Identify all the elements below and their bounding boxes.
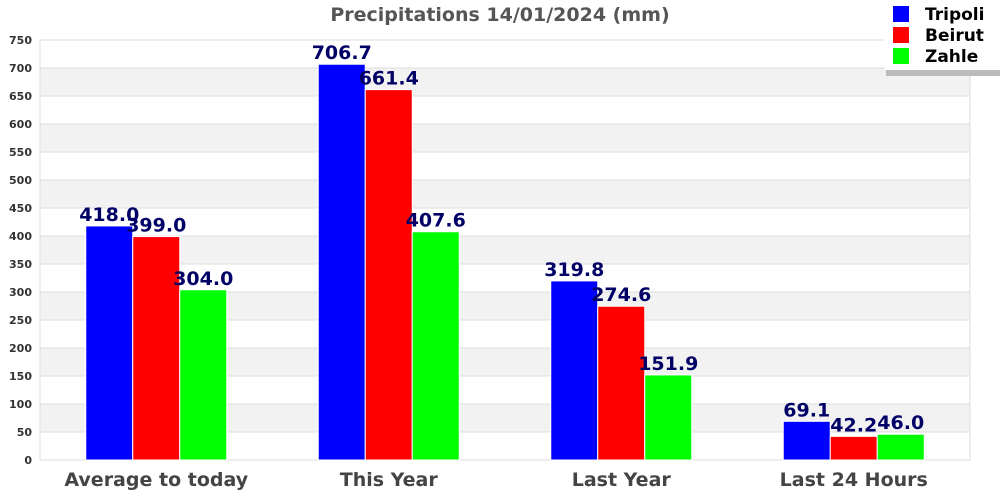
plot-band bbox=[40, 96, 970, 124]
y-tick-label: 750 bbox=[9, 34, 32, 47]
bar-tripoli bbox=[85, 225, 134, 461]
bar-tripoli bbox=[317, 63, 366, 461]
bar-beirut bbox=[829, 435, 878, 461]
y-tick-label: 700 bbox=[9, 62, 32, 75]
data-label: 42.2 bbox=[830, 414, 877, 436]
chart-title: Precipitations 14/01/2024 (mm) bbox=[330, 4, 669, 26]
y-tick-label: 350 bbox=[9, 258, 32, 271]
x-axis: Average to today This Year Last Year Last 2… bbox=[64, 469, 927, 491]
y-tick-label: 0 bbox=[24, 454, 32, 467]
plot-band bbox=[40, 40, 970, 68]
bar-zahle bbox=[179, 289, 228, 461]
y-tick-label: 550 bbox=[9, 146, 32, 159]
y-tick-label: 300 bbox=[9, 286, 32, 299]
data-label: 46.0 bbox=[877, 412, 924, 434]
plot-band bbox=[40, 68, 970, 96]
y-tick-label: 650 bbox=[9, 90, 32, 103]
y-tick-label: 50 bbox=[17, 426, 33, 439]
legend-label-beirut: Beirut bbox=[925, 26, 984, 46]
data-label: 706.7 bbox=[312, 42, 372, 64]
plot-band bbox=[40, 264, 970, 292]
data-label: 407.6 bbox=[406, 210, 466, 232]
x-tick-label: Last 24 Hours bbox=[780, 469, 928, 491]
bar-zahle bbox=[876, 433, 925, 461]
data-label: 274.6 bbox=[591, 284, 651, 306]
data-label: 304.0 bbox=[173, 268, 233, 290]
x-tick-label: Average to today bbox=[64, 469, 248, 491]
y-tick-label: 100 bbox=[9, 398, 32, 411]
legend-swatch-tripoli bbox=[893, 6, 909, 22]
y-tick-label: 250 bbox=[9, 314, 32, 327]
y-tick-label: 200 bbox=[9, 342, 32, 355]
y-tick-label: 400 bbox=[9, 230, 32, 243]
plot-band bbox=[40, 152, 970, 180]
data-label: 661.4 bbox=[359, 68, 419, 90]
y-tick-label: 500 bbox=[9, 174, 32, 187]
y-tick-label: 600 bbox=[9, 118, 32, 131]
bar-tripoli bbox=[782, 420, 831, 461]
legend-label-zahle: Zahle bbox=[925, 47, 978, 67]
data-label: 151.9 bbox=[638, 353, 698, 375]
bar-beirut bbox=[364, 89, 413, 461]
bars bbox=[85, 63, 925, 461]
plot-band bbox=[40, 236, 970, 264]
y-tick-label: 450 bbox=[9, 202, 32, 215]
bar-zahle bbox=[411, 231, 460, 461]
plot-band bbox=[40, 180, 970, 208]
legend-swatch-zahle bbox=[893, 48, 909, 64]
y-tick-label: 150 bbox=[9, 370, 32, 383]
data-label: 69.1 bbox=[783, 399, 830, 421]
bar-tripoli bbox=[550, 280, 599, 461]
plot-band bbox=[40, 124, 970, 152]
y-axis: 0 50 100 150 200 250 300 350 400 450 500 550 600 650 7… bbox=[9, 34, 32, 467]
bar-zahle bbox=[644, 374, 693, 461]
x-tick-label: This Year bbox=[340, 469, 439, 491]
data-label: 418.0 bbox=[79, 204, 139, 226]
data-label: 399.0 bbox=[126, 215, 186, 237]
legend-label-tripoli: Tripoli bbox=[925, 5, 984, 25]
plot-band bbox=[40, 208, 970, 236]
bar-beirut bbox=[597, 305, 646, 461]
data-label: 319.8 bbox=[544, 259, 604, 281]
legend-swatch-beirut bbox=[893, 27, 909, 43]
plot-border bbox=[39, 39, 971, 461]
legend-shadow bbox=[886, 70, 1000, 76]
x-tick-label: Last Year bbox=[572, 469, 672, 491]
